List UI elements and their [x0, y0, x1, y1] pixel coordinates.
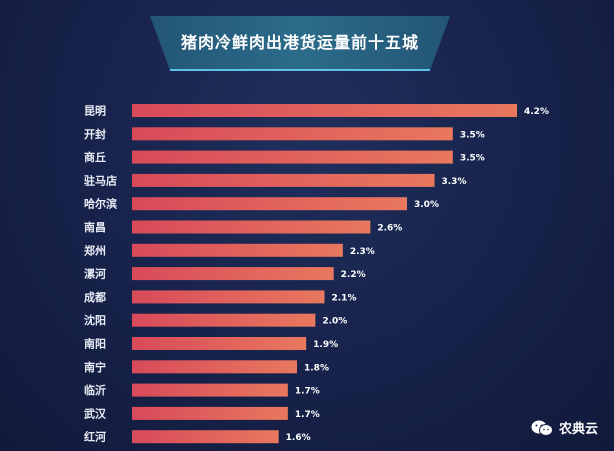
- category-label: 武汉: [84, 406, 107, 420]
- bar: [132, 104, 517, 117]
- value-label: 2.0%: [322, 317, 347, 327]
- category-label: 南宁: [84, 360, 106, 374]
- category-label: 红河: [84, 430, 106, 444]
- bar: [132, 127, 453, 141]
- title-banner-shape: [150, 16, 450, 71]
- category-label: 郑州: [84, 243, 106, 257]
- category-label: 昆明: [84, 105, 106, 118]
- value-label: 1.9%: [313, 340, 338, 350]
- category-label: 漯河: [84, 267, 106, 281]
- value-label: 3.3%: [442, 177, 467, 187]
- bar: [132, 337, 307, 350]
- value-label: 1.6%: [286, 433, 311, 443]
- bar: [132, 430, 279, 444]
- value-label: 2.6%: [377, 224, 402, 234]
- category-label: 商丘: [84, 150, 106, 164]
- watermark: 农典云: [531, 418, 598, 437]
- value-label: 2.3%: [350, 247, 375, 257]
- value-label: 3.5%: [460, 130, 485, 140]
- category-label: 沈阳: [84, 313, 106, 327]
- bar: [132, 173, 435, 187]
- category-label: 南昌: [84, 220, 106, 234]
- value-label: 1.7%: [295, 387, 320, 397]
- category-label: 哈尔滨: [84, 197, 117, 211]
- category-label: 南阳: [84, 337, 106, 351]
- watermark-text: 农典云: [558, 422, 598, 437]
- bar: [132, 406, 288, 420]
- bar: [132, 150, 453, 164]
- value-label: 2.1%: [332, 293, 357, 303]
- category-label: 临沂: [84, 383, 106, 397]
- category-label: 开封: [84, 127, 106, 141]
- bar: [132, 243, 343, 257]
- wechat-icon: [531, 420, 553, 436]
- value-label: 1.7%: [295, 410, 320, 420]
- chart-title-panel: 猪肉冷鲜肉出港货运量前十五城: [150, 12, 450, 74]
- bar: [132, 360, 297, 374]
- bar: [132, 383, 288, 397]
- bar: [132, 197, 407, 211]
- bar: [132, 267, 334, 281]
- value-label: 3.0%: [414, 200, 439, 210]
- bar: [132, 220, 371, 234]
- value-label: 4.2%: [524, 107, 549, 117]
- value-label: 2.2%: [341, 270, 366, 280]
- bar: [132, 313, 316, 327]
- value-label: 1.8%: [304, 363, 329, 373]
- value-label: 3.5%: [460, 154, 485, 164]
- category-label: 驻马店: [84, 173, 117, 187]
- bar: [132, 290, 325, 304]
- category-label: 成都: [84, 290, 106, 304]
- chart-title: 猪肉冷鲜肉出港货运量前十五城: [180, 33, 419, 52]
